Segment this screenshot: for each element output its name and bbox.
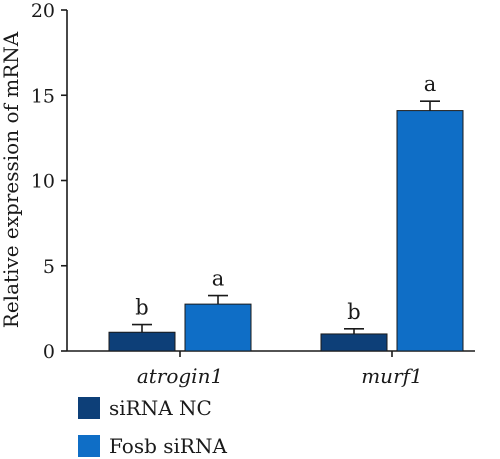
x-category-label: atrogin1: [137, 364, 223, 388]
y-tick-label: 5: [43, 256, 55, 278]
x-category-label: murf1: [361, 364, 423, 388]
bar: [396, 110, 464, 352]
plot-area: 0 5 10 15 20 atrogin1 b a murf1 b a: [31, 0, 475, 388]
bar: [108, 331, 176, 352]
y-tick-label: 10: [31, 171, 55, 193]
significance-label: a: [212, 267, 225, 291]
y-tick-label: 15: [31, 85, 55, 107]
legend: siRNA NC Fosb siRNA: [78, 396, 227, 458]
legend-label: Fosb siRNA: [109, 434, 227, 458]
bar: [184, 303, 252, 352]
significance-label: a: [424, 72, 437, 96]
legend-swatch: [78, 435, 100, 457]
y-tick-label: 20: [31, 0, 55, 22]
legend-swatch: [78, 397, 100, 419]
legend-label: siRNA NC: [109, 396, 212, 420]
y-axis-label: Relative expression of mRNA: [0, 31, 23, 328]
significance-label: b: [347, 300, 360, 324]
y-tick-label: 0: [43, 341, 55, 363]
significance-label: b: [135, 296, 148, 320]
bar: [320, 333, 388, 352]
